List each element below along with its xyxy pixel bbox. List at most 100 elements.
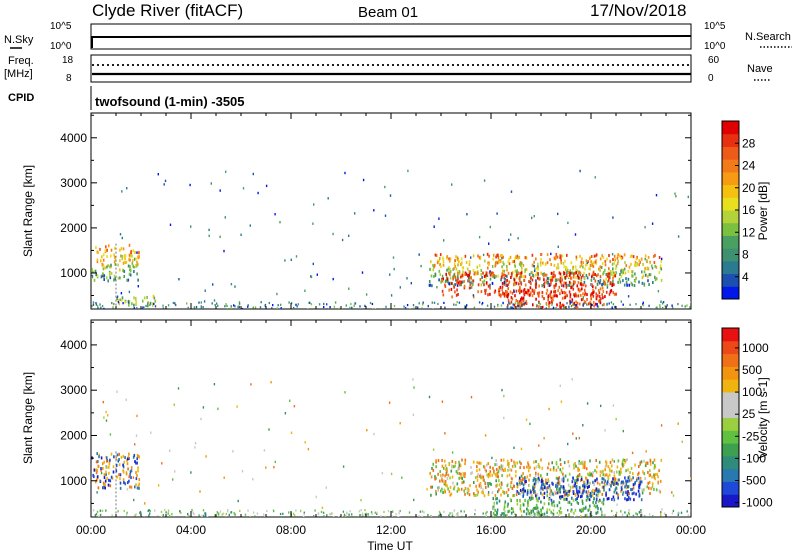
power-echo-cell	[162, 307, 164, 309]
power-echo-cell	[254, 306, 257, 309]
power-echo-cell	[560, 261, 562, 265]
velocity-echo-cell	[227, 509, 229, 512]
velocity-echo-cell	[441, 464, 444, 468]
power-echo-cell	[354, 302, 356, 305]
power-echo-cell	[615, 264, 618, 268]
velocity-echo-cell	[256, 512, 259, 515]
freq-tick-top: 18	[62, 55, 74, 66]
power-echo-cell	[131, 261, 134, 265]
velocity-echo-cell	[618, 472, 621, 476]
power-echo-cell	[290, 258, 292, 261]
power-echo-cell	[508, 262, 511, 266]
velocity-echo-cell	[562, 472, 564, 476]
power-echo-cell	[593, 272, 595, 276]
velocity-echo-cell	[569, 485, 572, 489]
velocity-echo-cell	[535, 515, 538, 517]
velocity-echo-cell	[599, 498, 601, 502]
velocity-echo-cell	[547, 480, 550, 483]
power-echo-cell	[607, 278, 610, 282]
power-echo-cell	[648, 273, 651, 277]
velocity-echo-cell	[439, 479, 441, 483]
power-echo-cell	[99, 247, 101, 251]
power-echo-cell	[479, 255, 482, 259]
velocity-echo-cell	[115, 457, 117, 460]
power-echo-cell	[556, 308, 558, 309]
power-echo-cell	[546, 282, 549, 285]
velocity-echo-cell	[559, 490, 562, 494]
velocity-colorbar-tick-label: 100	[742, 385, 762, 399]
power-echo-cell	[599, 301, 602, 305]
power-echo-cell	[469, 276, 471, 280]
power-echo-cell	[599, 281, 601, 285]
velocity-ytick-label: 3000	[60, 383, 87, 397]
power-echo-cell	[538, 301, 540, 305]
velocity-echo-cell	[398, 512, 400, 515]
power-echo-cell	[581, 287, 583, 291]
power-echo-cell	[538, 291, 541, 295]
velocity-echo-cell	[101, 509, 104, 512]
power-echo-cell	[432, 268, 435, 272]
power-echo-cell	[521, 261, 523, 265]
velocity-echo-cell	[222, 512, 225, 515]
power-echo-cell	[477, 254, 479, 258]
power-echo-cell	[565, 281, 567, 285]
velocity-echo-cell	[585, 498, 588, 502]
velocity-echo-cell	[690, 477, 691, 480]
velocity-echo-cell	[556, 511, 558, 515]
power-echo-cell	[487, 284, 490, 288]
power-echo-cell	[526, 288, 529, 292]
velocity-echo-cell	[219, 510, 222, 513]
velocity-echo-cell	[412, 378, 414, 381]
velocity-echo-cell	[572, 498, 575, 502]
power-echo-cell	[608, 302, 610, 305]
velocity-echo-cell	[451, 451, 454, 454]
power-echo-cell	[619, 254, 621, 258]
power-echo-cell	[503, 269, 506, 273]
velocity-echo-cell	[492, 497, 495, 501]
velocity-echo-cell	[179, 510, 181, 513]
velocity-echo-cell	[451, 475, 454, 479]
power-echo-cell	[582, 283, 585, 287]
power-echo-cell	[616, 262, 619, 266]
power-echo-cell	[503, 262, 505, 266]
power-echo-cell	[537, 262, 539, 266]
velocity-echo-cell	[528, 491, 531, 495]
power-echo-cell	[575, 276, 577, 279]
power-echo-cell	[505, 283, 508, 287]
velocity-echo-cell	[202, 509, 205, 512]
power-echo-cell	[592, 294, 595, 298]
power-echo-cell	[517, 237, 519, 240]
velocity-echo-cell	[678, 512, 680, 515]
power-echo-cell	[223, 249, 225, 253]
velocity-echo-cell	[463, 480, 465, 484]
power-echo-cell	[653, 255, 655, 258]
power-echo-cell	[539, 303, 541, 306]
power-echo-cell	[389, 273, 391, 276]
velocity-echo-cell	[501, 512, 503, 516]
power-echo-cell	[575, 304, 578, 307]
velocity-echo-cell	[463, 489, 465, 493]
velocity-echo-cell	[582, 486, 585, 490]
velocity-echo-cell	[440, 489, 442, 493]
power-echo-cell	[521, 269, 523, 272]
velocity-echo-cell	[547, 466, 549, 470]
velocity-echo-cell	[203, 514, 205, 517]
velocity-echo-cell	[543, 437, 545, 440]
velocity-echo-cell	[601, 485, 604, 489]
power-echo-cell	[233, 304, 235, 307]
velocity-echo-cell	[549, 490, 552, 493]
power-echo-cell	[113, 303, 115, 306]
velocity-echo-cell	[467, 516, 469, 517]
velocity-echo-cell	[138, 486, 140, 490]
power-echo-cell	[635, 257, 638, 261]
beam-title: Beam 01	[358, 4, 418, 21]
power-echo-cell	[599, 275, 602, 279]
velocity-echo-cell	[98, 455, 100, 459]
power-echo-cell	[664, 305, 666, 308]
velocity-echo-cell	[282, 512, 284, 515]
power-echo-cell	[121, 255, 124, 258]
velocity-echo-cell	[359, 514, 361, 517]
power-echo-cell	[575, 293, 577, 297]
velocity-echo-cell	[497, 475, 499, 479]
velocity-echo-cell	[500, 514, 503, 517]
